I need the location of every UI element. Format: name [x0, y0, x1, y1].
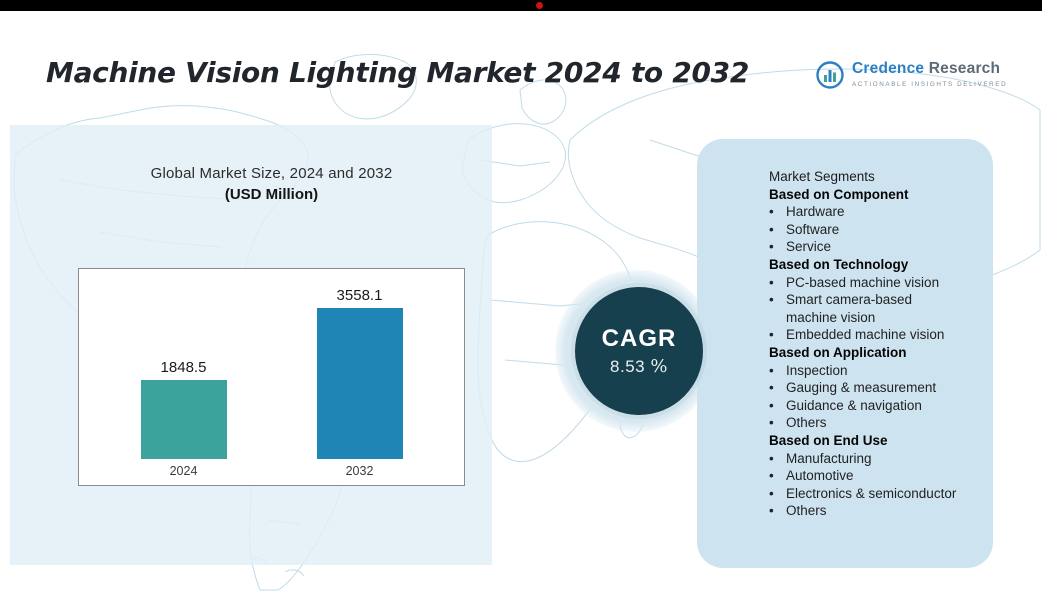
segment-item-label: Manufacturing [786, 450, 872, 466]
bullet-icon: • [769, 415, 774, 431]
segment-item-label: Service [786, 239, 832, 255]
segment-item-label: PC-based machine vision [786, 274, 940, 290]
segment-item-label: Automotive [786, 468, 854, 484]
segment-item: • Guidance & navigation [769, 397, 963, 415]
bar-chart-plot-area: 1848.5 3558.1 [79, 269, 464, 459]
cagr-badge: CAGR 8.53 % [575, 287, 703, 415]
segment-item: • Electronics & semiconductor [769, 485, 963, 503]
market-size-panel: Global Market Size, 2024 and 2032 (USD M… [10, 125, 492, 565]
segment-item-label: Others [786, 503, 827, 519]
segment-item: • Automotive [769, 467, 963, 485]
segment-item-label: Embedded machine vision [786, 327, 945, 343]
segment-item: • Software [769, 221, 963, 239]
bullet-icon: • [769, 468, 774, 484]
bar-group-2024: 1848.5 [140, 359, 227, 459]
x-label-2024: 2024 [169, 464, 198, 478]
segment-item-label: Hardware [786, 204, 845, 220]
segment-group-title: Based on Technology [769, 256, 909, 272]
credence-research-logo: Credence Research Actionable Insights De… [815, 60, 1007, 90]
bullet-icon: • [769, 485, 774, 501]
bar-value-label-2024: 1848.5 [160, 359, 207, 376]
bar-group-2032: 3558.1 [316, 287, 403, 459]
chart-subtitle: (USD Million) [224, 186, 319, 203]
segment-item: • Service [769, 238, 963, 256]
logo-brand: Credence Research [852, 60, 1007, 78]
bullet-icon: • [769, 362, 774, 378]
segments-list: Based on Component • Hardware • Software • Ser… [769, 186, 963, 520]
cagr-label: CAGR [601, 325, 677, 352]
market-segments-panel: Market Segments Based on Component • Hardw… [697, 139, 993, 568]
bullet-icon: • [769, 450, 774, 466]
segment-item: • Others [769, 414, 963, 432]
segment-item: • Gauging & measurement [769, 379, 963, 397]
bullet-icon: • [769, 397, 774, 413]
bullet-icon: • [769, 274, 774, 290]
x-axis-labels: 2024 2032 [79, 459, 464, 485]
bullet-icon: • [769, 380, 774, 396]
segment-group-title: Based on Application [769, 344, 907, 360]
segment-group-title: Based on End Use [769, 432, 888, 448]
chart-heading: Global Market Size, 2024 and 2032 (USD M… [78, 165, 465, 203]
bar-value-label-2032: 3558.1 [336, 287, 383, 304]
x-label-2032: 2032 [345, 464, 374, 478]
segment-item: • Embedded machine vision [769, 326, 963, 344]
logo-text: Credence Research Actionable Insights De… [852, 60, 1007, 88]
segment-item-label: Inspection [786, 362, 848, 378]
segment-item: • Others [769, 502, 963, 520]
segment-item-label: Gauging & measurement [786, 380, 937, 396]
logo-tagline: Actionable Insights Delivered [852, 81, 1008, 88]
segment-item: • Smart camera-based machine vision [769, 291, 963, 326]
bullet-icon: • [769, 221, 774, 237]
logo-brand-second: Research [928, 60, 1001, 77]
top-black-bar [0, 0, 1042, 11]
segment-item-label: Software [786, 221, 840, 237]
segment-item-label: Others [786, 415, 827, 431]
segment-item-label: Guidance & navigation [786, 397, 922, 413]
segment-item: • Manufacturing [769, 450, 963, 468]
bar-rect-2032 [316, 308, 403, 459]
bar-rect-2024 [140, 380, 227, 459]
page-title: Machine Vision Lighting Market 2024 to 2… [46, 56, 750, 89]
segment-item: • Hardware [769, 203, 963, 221]
segment-item: • Inspection [769, 362, 963, 380]
red-dot [536, 2, 543, 9]
bullet-icon: • [769, 292, 774, 308]
cagr-value-row: 8.53 % [610, 356, 668, 377]
segment-item-label: Electronics & semiconductor [786, 485, 957, 501]
bullet-icon: • [769, 327, 774, 343]
bullet-icon: • [769, 204, 774, 220]
bullet-icon: • [769, 503, 774, 519]
bullet-icon: • [769, 239, 774, 255]
chart-title: Global Market Size, 2024 and 2032 [150, 165, 393, 182]
cagr-value: 8.53 [610, 357, 646, 376]
credence-logo-icon [816, 61, 844, 89]
cagr-unit: % [650, 356, 668, 377]
segments-heading: Market Segments [769, 169, 875, 184]
segment-item: • PC-based machine vision [769, 274, 963, 292]
segment-group-title: Based on Component [769, 186, 909, 202]
bar-chart: 1848.5 3558.1 2024 2032 [78, 268, 465, 486]
segment-item-label: Smart camera-based machine vision [786, 292, 913, 325]
logo-brand-first: Credence [852, 60, 925, 77]
